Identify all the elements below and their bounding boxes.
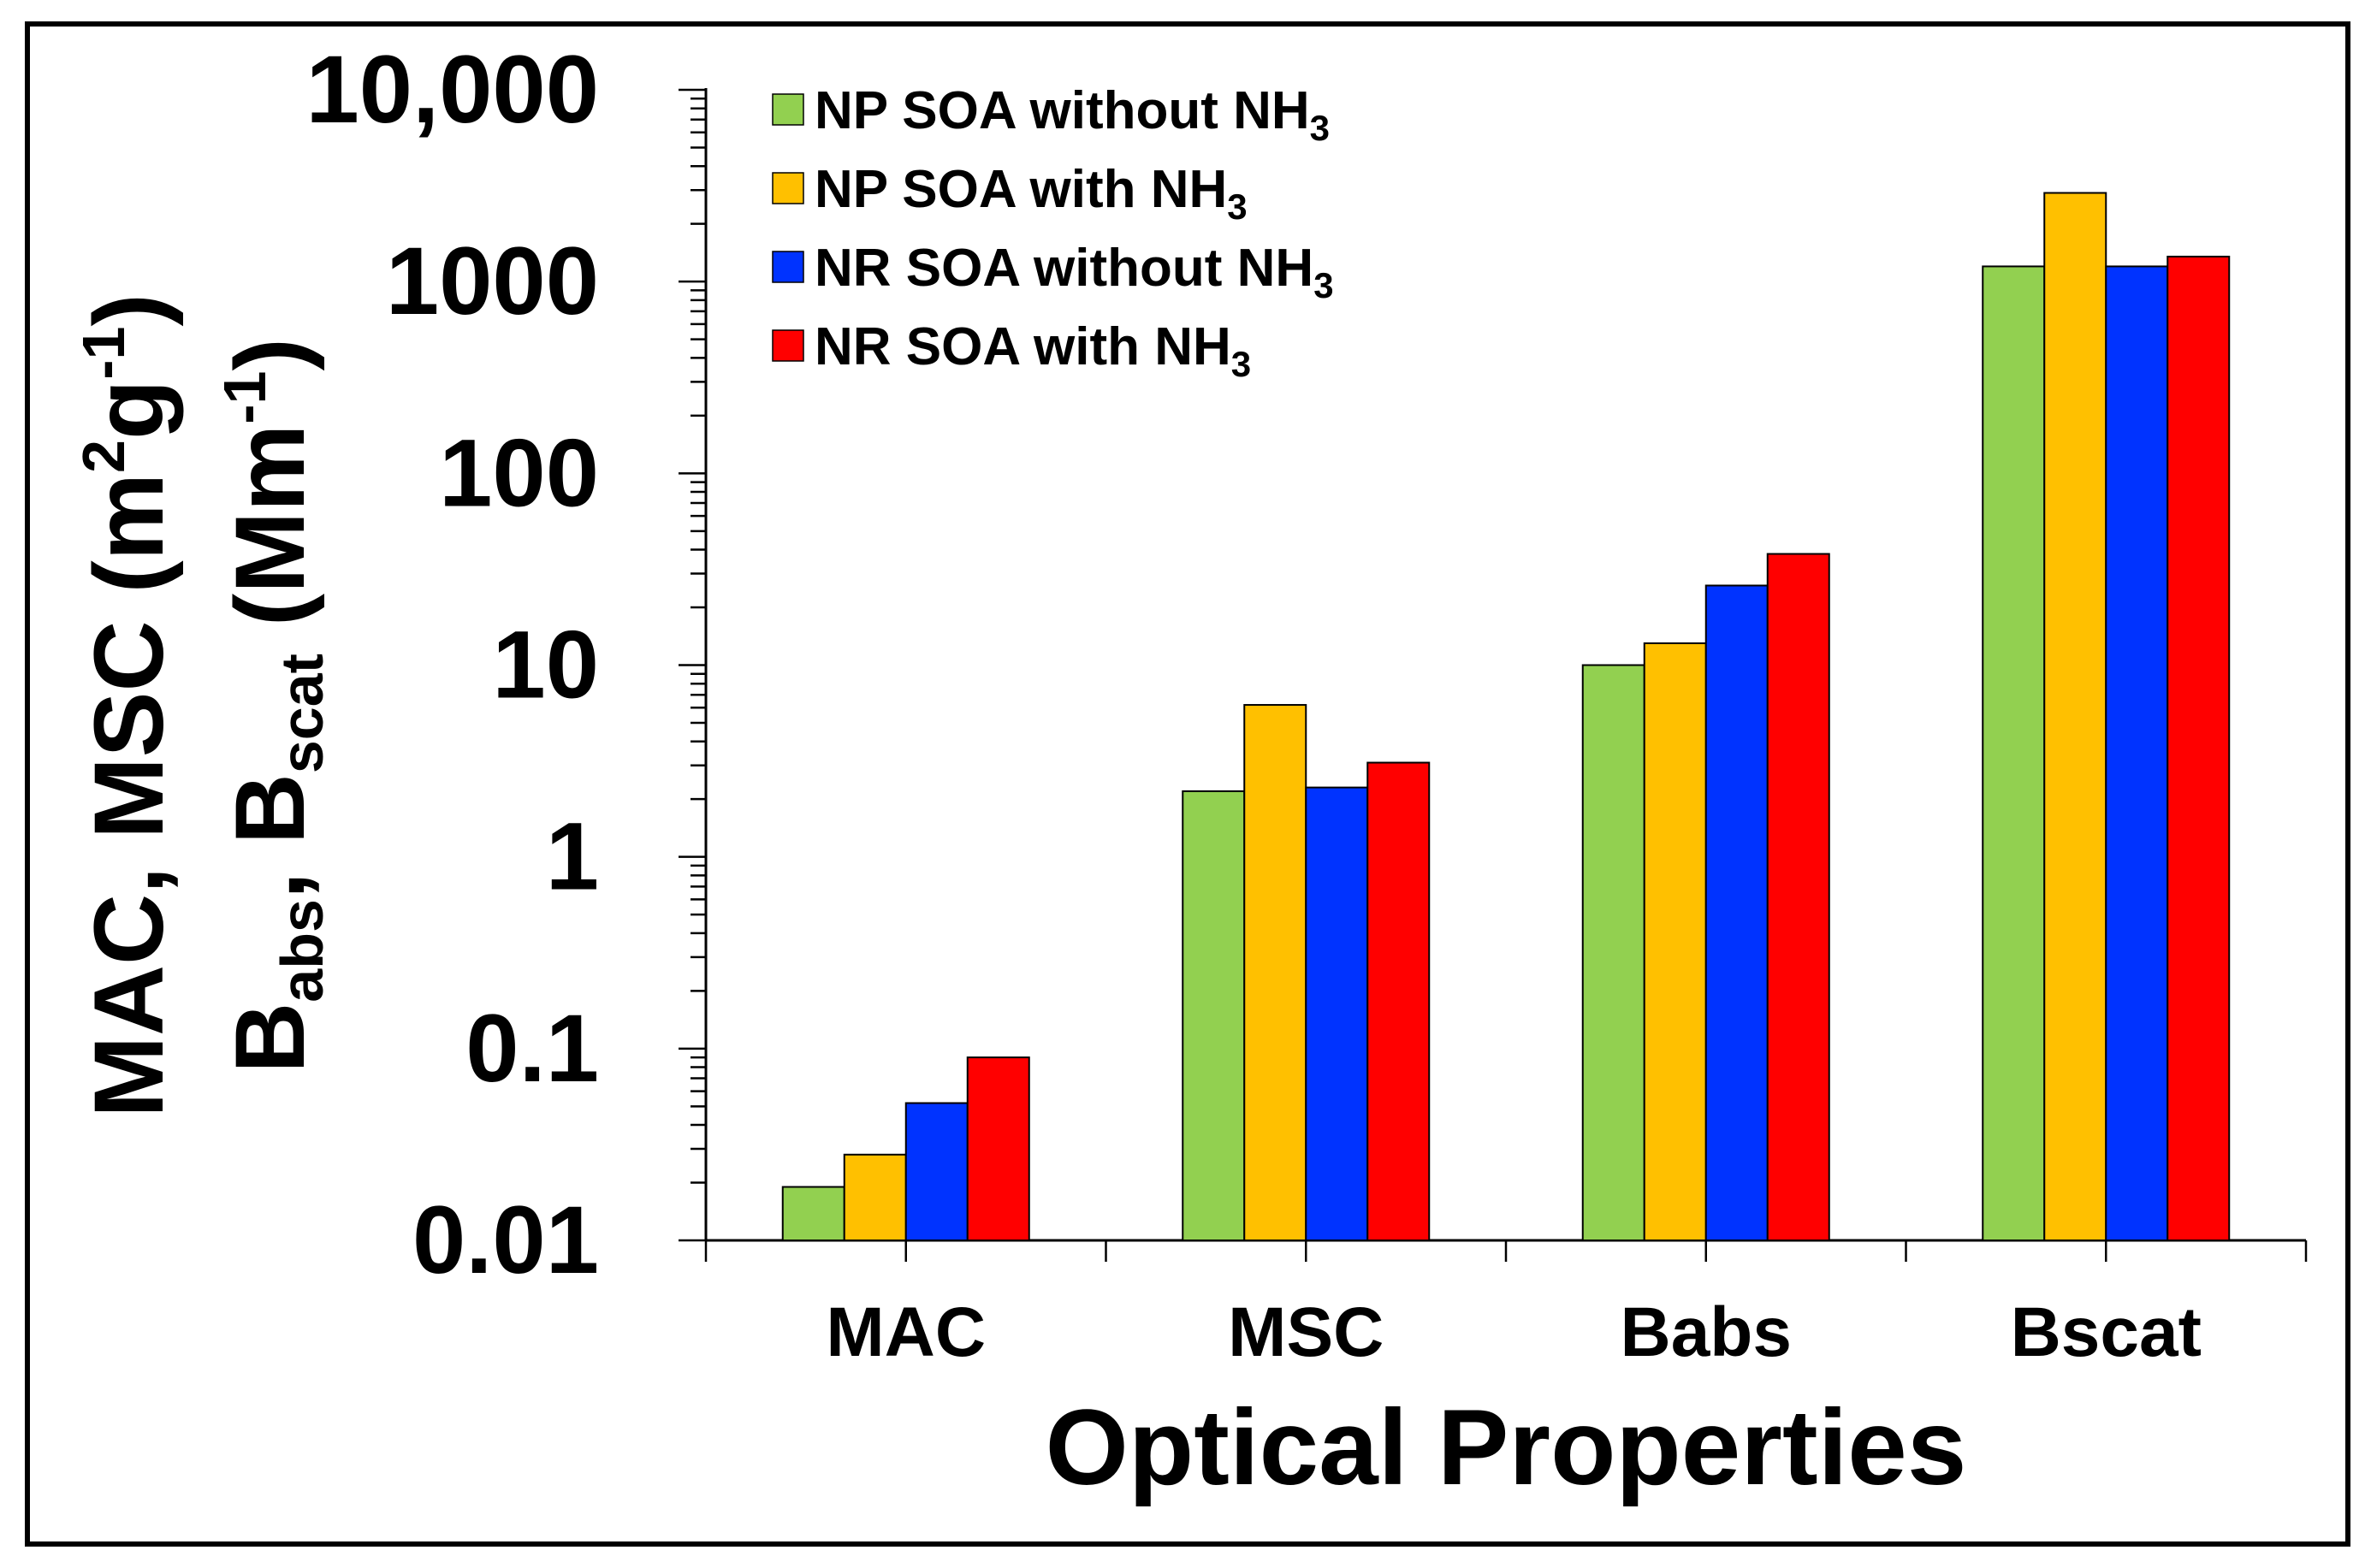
legend-swatch bbox=[772, 251, 804, 283]
x-category-label: MSC bbox=[1228, 1293, 1384, 1371]
legend-label: NP SOA without NH3 bbox=[815, 81, 1330, 148]
bar bbox=[904, 1102, 969, 1242]
bar bbox=[1643, 642, 1707, 1241]
y-tick-label: 100 bbox=[439, 419, 599, 526]
bar bbox=[1766, 553, 1830, 1241]
bars bbox=[781, 192, 2231, 1242]
y-tick-label: 1 bbox=[546, 803, 599, 910]
legend-label: NR SOA without NH3 bbox=[815, 239, 1334, 305]
bar bbox=[2043, 192, 2107, 1241]
chart-frame bbox=[25, 21, 2350, 1547]
bar bbox=[843, 1153, 907, 1242]
bar bbox=[1182, 790, 1246, 1241]
bar bbox=[1366, 761, 1431, 1241]
bar bbox=[1581, 664, 1645, 1241]
bar bbox=[1243, 704, 1307, 1241]
bar bbox=[1704, 584, 1769, 1241]
bar bbox=[2105, 265, 2169, 1241]
y-tick-label: 0.1 bbox=[465, 995, 599, 1102]
legend-swatch bbox=[772, 93, 804, 126]
y-tick-label: 10,000 bbox=[305, 36, 599, 143]
y-tick-label: 10 bbox=[492, 612, 599, 719]
y-axis: 10,000 1000 100 10 1 0.1 0.01 bbox=[305, 36, 708, 1293]
bar bbox=[2167, 255, 2231, 1241]
x-category-label: Bscat bbox=[2011, 1293, 2202, 1371]
y-axis-title-line1: MAC, MSC (m2g-1) bbox=[70, 293, 184, 1118]
legend: NP SOA without NH3 NP SOA with NH3 NR SOA … bbox=[772, 81, 1334, 384]
bar bbox=[1982, 265, 2046, 1241]
bar bbox=[1305, 786, 1369, 1241]
x-category-label: MAC bbox=[826, 1293, 986, 1371]
legend-swatch bbox=[772, 172, 804, 204]
y-axis-title: MAC, MSC (m2g-1) Babs, Bscat (Mm-1) bbox=[70, 293, 335, 1118]
y-tick-label: 0.01 bbox=[412, 1186, 599, 1293]
y-axis-title-line2: Babs, Bscat (Mm-1) bbox=[211, 338, 335, 1074]
legend-label: NR SOA with NH3 bbox=[815, 317, 1251, 384]
legend-label: NP SOA with NH3 bbox=[815, 160, 1248, 227]
x-category-label: Babs bbox=[1620, 1293, 1792, 1371]
x-axis-title: Optical Properties bbox=[1046, 1388, 1967, 1507]
legend-swatch bbox=[772, 329, 804, 362]
x-axis: MAC MSC Babs Bscat bbox=[704, 1239, 2308, 1371]
y-tick-label: 1000 bbox=[386, 228, 599, 334]
bar bbox=[781, 1186, 845, 1241]
bar bbox=[966, 1056, 1030, 1242]
